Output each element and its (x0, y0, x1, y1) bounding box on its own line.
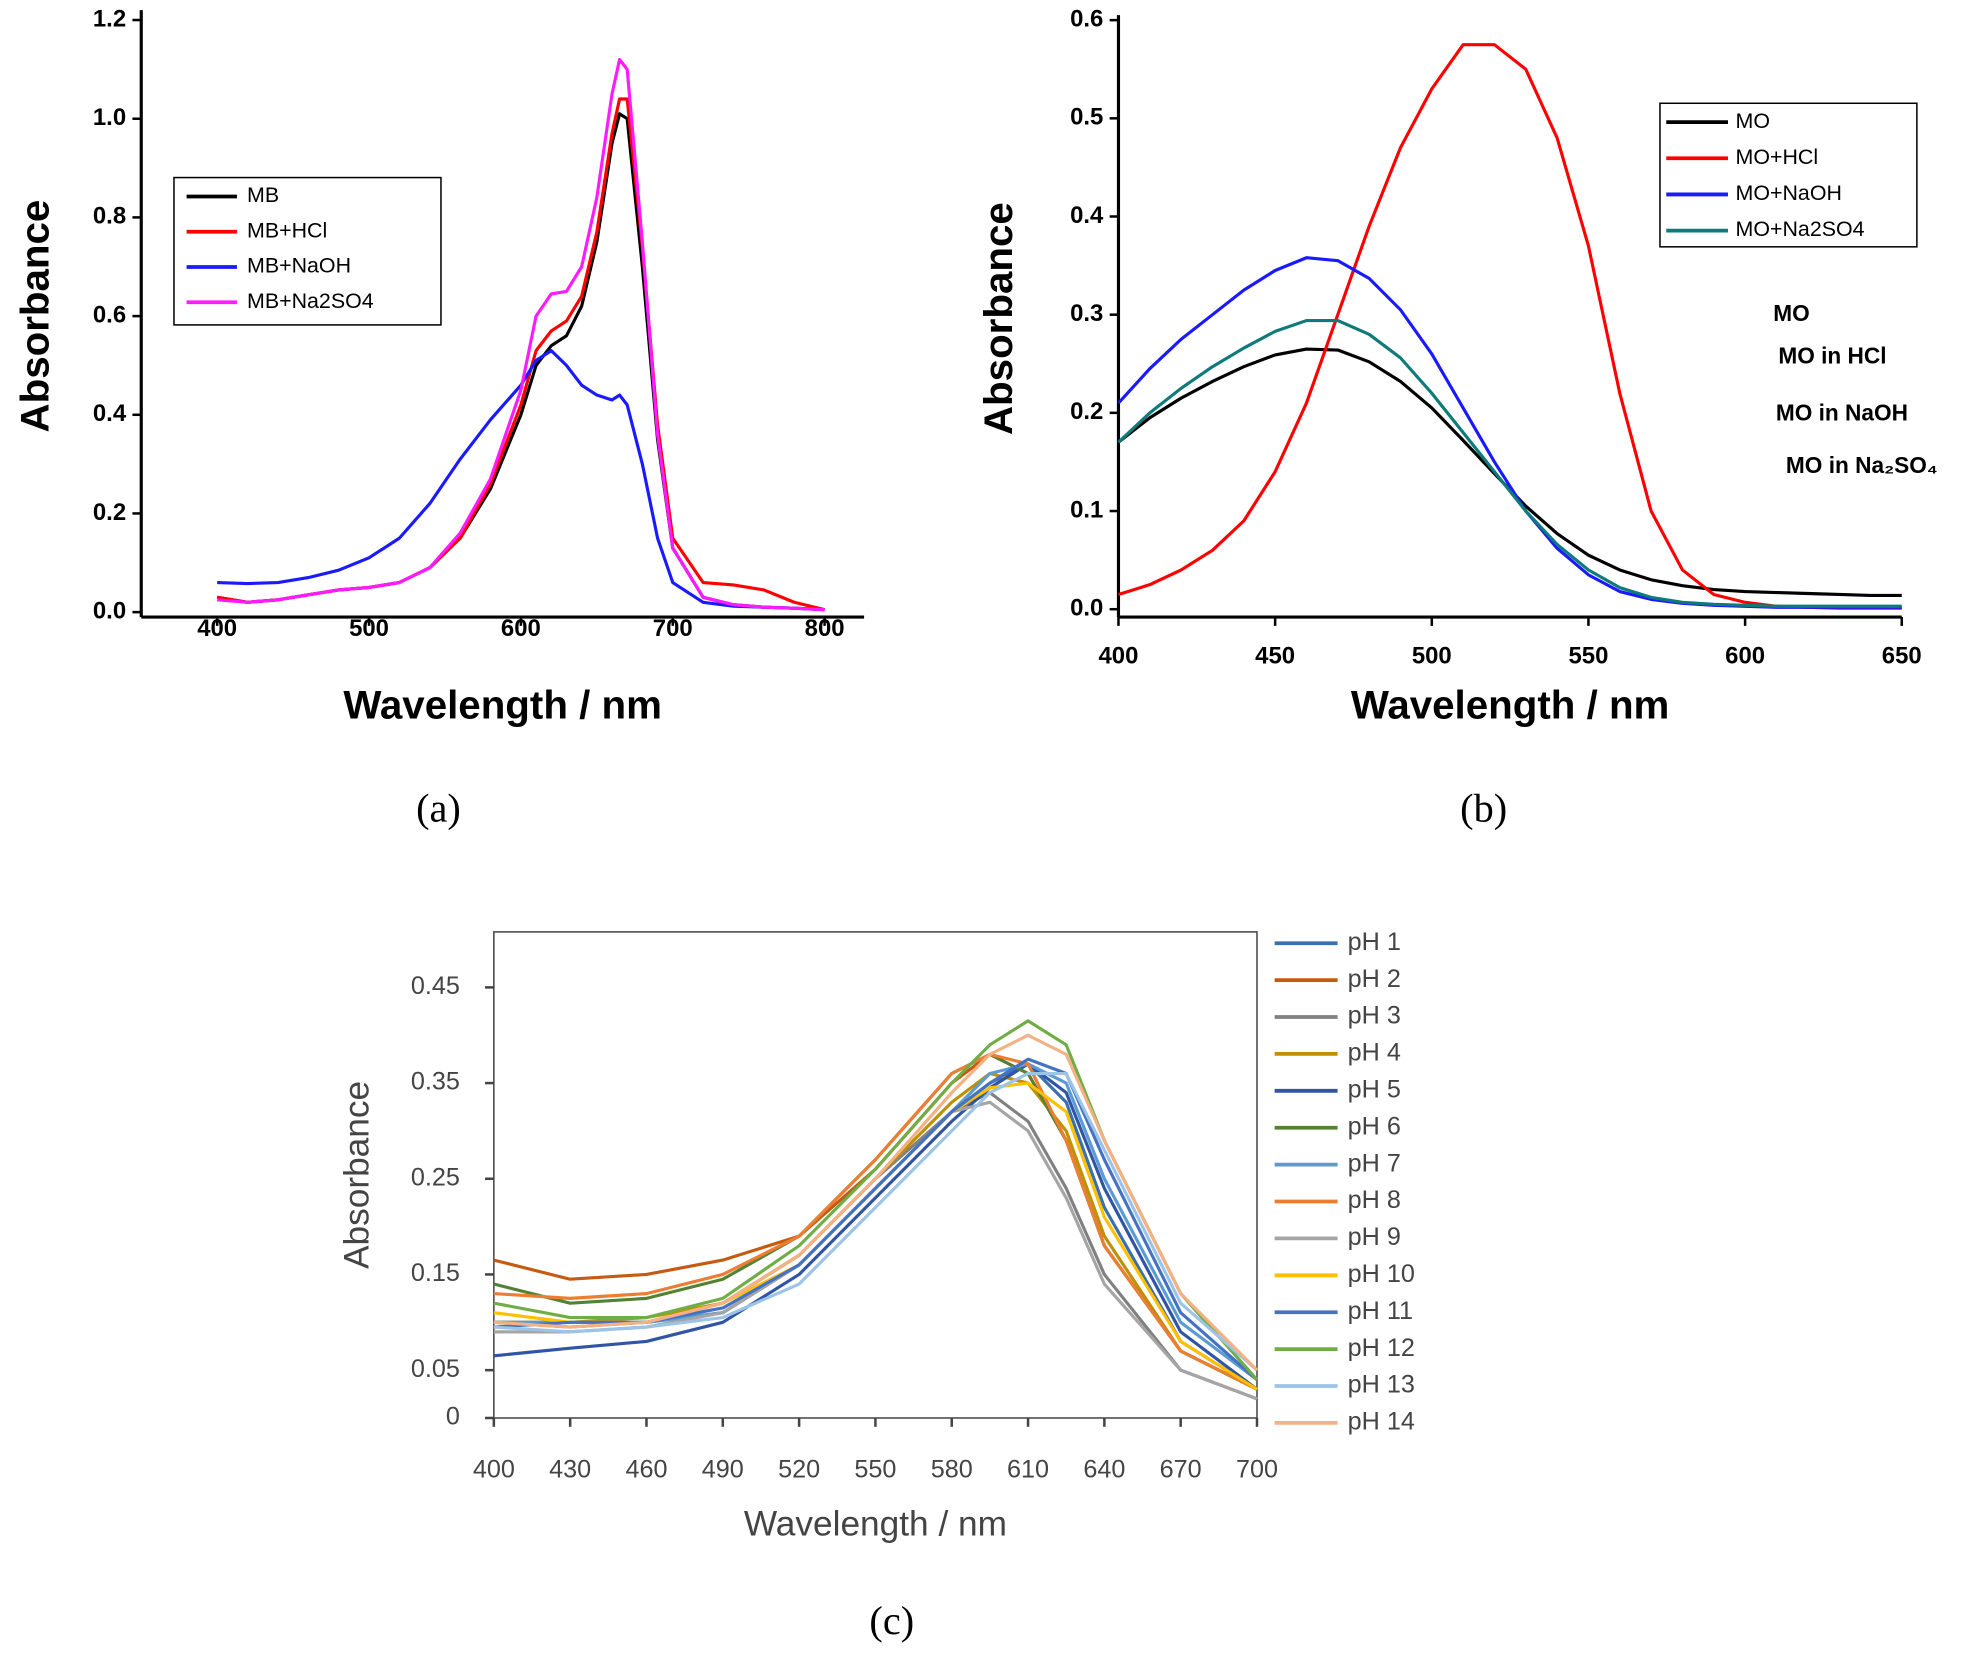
y-tick-label: 0.2 (1070, 398, 1103, 425)
legend-label: pH 3 (1348, 1002, 1401, 1030)
y-tick-label: 0.4 (1070, 202, 1104, 229)
x-tick-label: 670 (1160, 1456, 1202, 1484)
y-tick-label: 0.6 (93, 301, 126, 328)
y-tick-label: 0.35 (411, 1068, 460, 1096)
data-line (1117, 318, 1902, 608)
annotation: MO in NaOH (1776, 399, 1908, 425)
legend-label: pH 1 (1348, 928, 1401, 956)
x-axis-title: Wavelength / nm (744, 1505, 1007, 1544)
legend-label: pH 8 (1348, 1186, 1401, 1214)
caption: (c) (869, 1598, 914, 1643)
x-tick-label: 800 (805, 615, 845, 642)
legend-label: pH 13 (1348, 1371, 1415, 1399)
data-line (493, 1062, 1258, 1391)
x-tick-label: 580 (931, 1456, 973, 1484)
y-tick-label: 0.45 (411, 972, 460, 1000)
y-axis-title: Absorbance (13, 200, 58, 433)
legend-label: MO (1736, 109, 1770, 133)
x-tick-label: 550 (1569, 643, 1609, 670)
x-tick-label: 700 (1236, 1456, 1278, 1484)
data-line (493, 1071, 1259, 1372)
y-tick-label: 0.05 (411, 1355, 460, 1383)
data-line (1117, 347, 1902, 598)
legend-label: MO+HCl (1736, 145, 1819, 169)
x-tick-label: 490 (702, 1456, 744, 1484)
x-tick-label: 400 (473, 1456, 515, 1484)
x-tick-label: 600 (1725, 643, 1765, 670)
x-tick-label: 610 (1007, 1456, 1049, 1484)
x-tick-label: 500 (1412, 643, 1452, 670)
x-tick-label: 650 (1882, 643, 1922, 670)
annotation: MO in HCl (1778, 343, 1886, 369)
legend-label: pH 12 (1348, 1334, 1415, 1362)
data-line (217, 349, 825, 612)
legend-label: pH 14 (1348, 1408, 1415, 1436)
data-line (217, 57, 825, 612)
legend-label: MO+Na2SO4 (1736, 217, 1865, 241)
x-tick-label: 400 (197, 615, 237, 642)
data-line (493, 1052, 1258, 1391)
x-tick-label: 520 (778, 1456, 820, 1484)
x-tick-label: 600 (501, 615, 541, 642)
x-tick-label: 550 (854, 1456, 896, 1484)
y-tick-label: 0.15 (411, 1259, 460, 1287)
y-tick-label: 0 (446, 1403, 460, 1431)
y-tick-label: 1.0 (93, 104, 126, 131)
x-tick-label: 450 (1255, 643, 1295, 670)
legend-label: MB+NaOH (247, 254, 351, 278)
x-axis-title: Wavelength / nm (1351, 682, 1670, 727)
y-tick-label: 0.3 (1070, 300, 1103, 327)
y-tick-label: 1.2 (93, 5, 126, 32)
x-axis-title: Wavelength / nm (343, 682, 662, 727)
y-axis-title: Absorbance (337, 1081, 376, 1269)
y-tick-label: 0.2 (93, 499, 126, 526)
legend-label: pH 10 (1348, 1260, 1415, 1288)
legend-label: pH 4 (1348, 1039, 1401, 1067)
legend-box (1659, 102, 1918, 248)
legend-label: MO+NaOH (1736, 181, 1842, 205)
x-tick-label: 400 (1099, 643, 1139, 670)
y-tick-label: 0.0 (1070, 595, 1103, 622)
data-line (493, 1062, 1258, 1381)
caption: (b) (1460, 786, 1507, 831)
y-tick-label: 0.5 (1070, 104, 1103, 131)
legend-label: MB (247, 183, 279, 207)
caption: (a) (416, 786, 461, 831)
y-axis-title: Absorbance (976, 202, 1021, 435)
data-line (493, 1052, 1258, 1391)
y-tick-label: 0.0 (93, 597, 126, 624)
legend-label: pH 2 (1348, 965, 1401, 993)
legend-label: pH 9 (1348, 1223, 1401, 1251)
y-tick-label: 0.6 (1070, 5, 1103, 32)
legend-label: pH 6 (1348, 1112, 1401, 1140)
x-tick-label: 640 (1083, 1456, 1125, 1484)
x-tick-label: 700 (653, 615, 693, 642)
legend-label: pH 5 (1348, 1075, 1401, 1103)
x-tick-label: 460 (625, 1456, 667, 1484)
data-line (493, 1052, 1258, 1391)
data-line (493, 1033, 1259, 1372)
legend-label: pH 7 (1348, 1149, 1401, 1177)
data-line (216, 97, 825, 612)
x-tick-label: 500 (349, 615, 389, 642)
y-tick-label: 0.25 (411, 1163, 460, 1191)
x-tick-label: 430 (549, 1456, 591, 1484)
annotation: MO in Na₂SO₄ (1786, 452, 1938, 478)
y-tick-label: 0.4 (93, 400, 127, 427)
y-tick-label: 0.8 (93, 203, 126, 230)
annotation: MO (1773, 300, 1810, 326)
y-tick-label: 0.1 (1070, 496, 1103, 523)
legend-label: pH 11 (1348, 1297, 1413, 1325)
data-line (493, 1091, 1258, 1401)
data-line (493, 1071, 1258, 1391)
legend-label: MB+Na2SO4 (247, 289, 374, 313)
legend-label: MB+HCl (247, 218, 327, 242)
